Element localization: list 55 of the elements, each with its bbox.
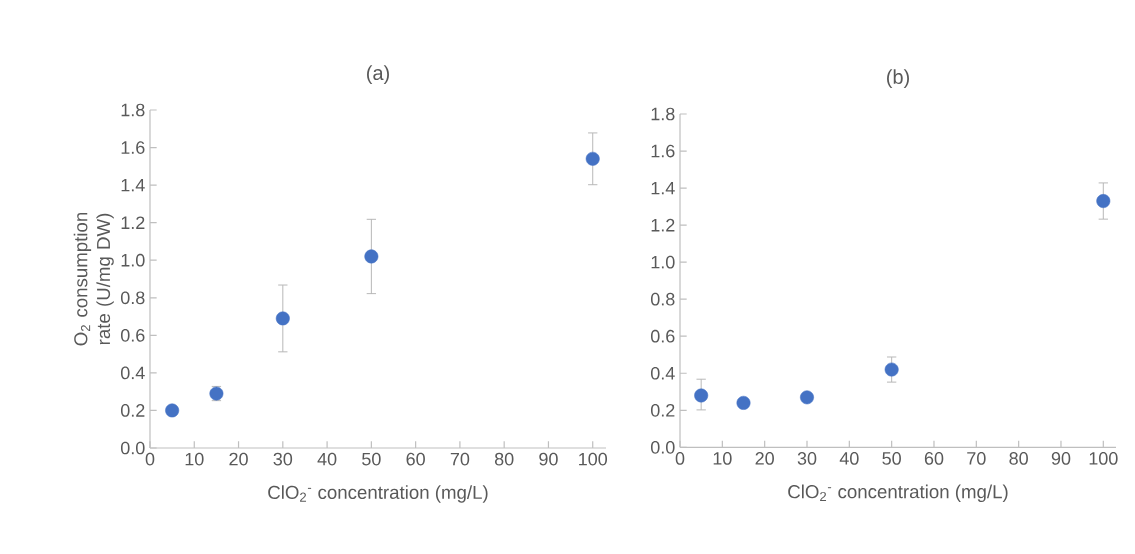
x-tick-label: 90 [539,452,558,466]
y-tick-label: 0.8 [650,292,675,306]
x-tick-label: 20 [229,452,248,466]
y-tick-label: 0.0 [120,441,145,455]
y-tick-label: 1.6 [651,144,675,158]
point [694,388,709,403]
y-tick-label: 0.8 [120,291,145,305]
y-tick-label: 1.0 [651,255,675,269]
x-tick-label: 40 [839,452,859,465]
x-tick-label: 30 [797,452,817,465]
x-tick-label: 90 [1051,452,1071,465]
chart-title: (a) [367,65,389,84]
point [736,395,751,410]
x-tick-label: 50 [882,452,901,465]
y-tick-label: 1.4 [121,178,145,192]
x-axis-title: ClO$_{2}$$^{-}$ concentration (mg/L) [788,484,1008,503]
x-tick-label: 80 [494,452,514,466]
point [585,151,600,166]
x-tick-label: 0 [145,452,155,466]
x-tick-label: 10 [185,452,204,466]
x-tick-label: 100 [579,452,608,466]
y-tick-label: 1.8 [651,107,675,121]
y-tick-label: 1.2 [121,216,145,229]
chart-title: (b) [887,69,909,88]
x-tick-label: 70 [967,452,986,465]
y-tick-label: 1.8 [121,103,145,117]
x-tick-label: 70 [450,452,470,466]
y-tick-label: 1.0 [121,253,145,267]
point [364,249,379,264]
point [800,390,814,405]
y-tick-label: 1.2 [651,218,675,232]
point [275,311,290,326]
y-tick-label: 1.4 [651,181,675,195]
y-tick-label: 1.6 [121,141,145,154]
x-tick-label: 60 [406,452,425,466]
x-tick-label: 60 [924,452,944,465]
x-tick-label: 50 [362,452,381,466]
x-tick-label: 100 [1089,452,1118,465]
y-tick-label: 0.2 [650,403,675,417]
x-tick-label: 10 [713,452,732,465]
y-tick-label: 0.6 [120,328,145,342]
x-tick-label: 40 [317,452,337,466]
y-tick-label: 0.2 [120,404,145,417]
y-tick-label: 0.4 [120,366,145,380]
y-tick-label: 0.0 [650,440,675,454]
point [1096,194,1111,208]
y-tick-label: 0.6 [650,329,675,343]
y-tick-label: 0.4 [650,366,675,380]
x-axis-title: ClO$_{2}$$^{-}$ concentration (mg/L) [268,485,488,503]
x-tick-label: 80 [1009,452,1028,465]
x-tick-label: 0 [675,452,685,465]
point [884,362,899,377]
x-tick-label: 30 [273,452,293,466]
point [165,403,180,418]
x-tick-label: 20 [755,452,774,465]
